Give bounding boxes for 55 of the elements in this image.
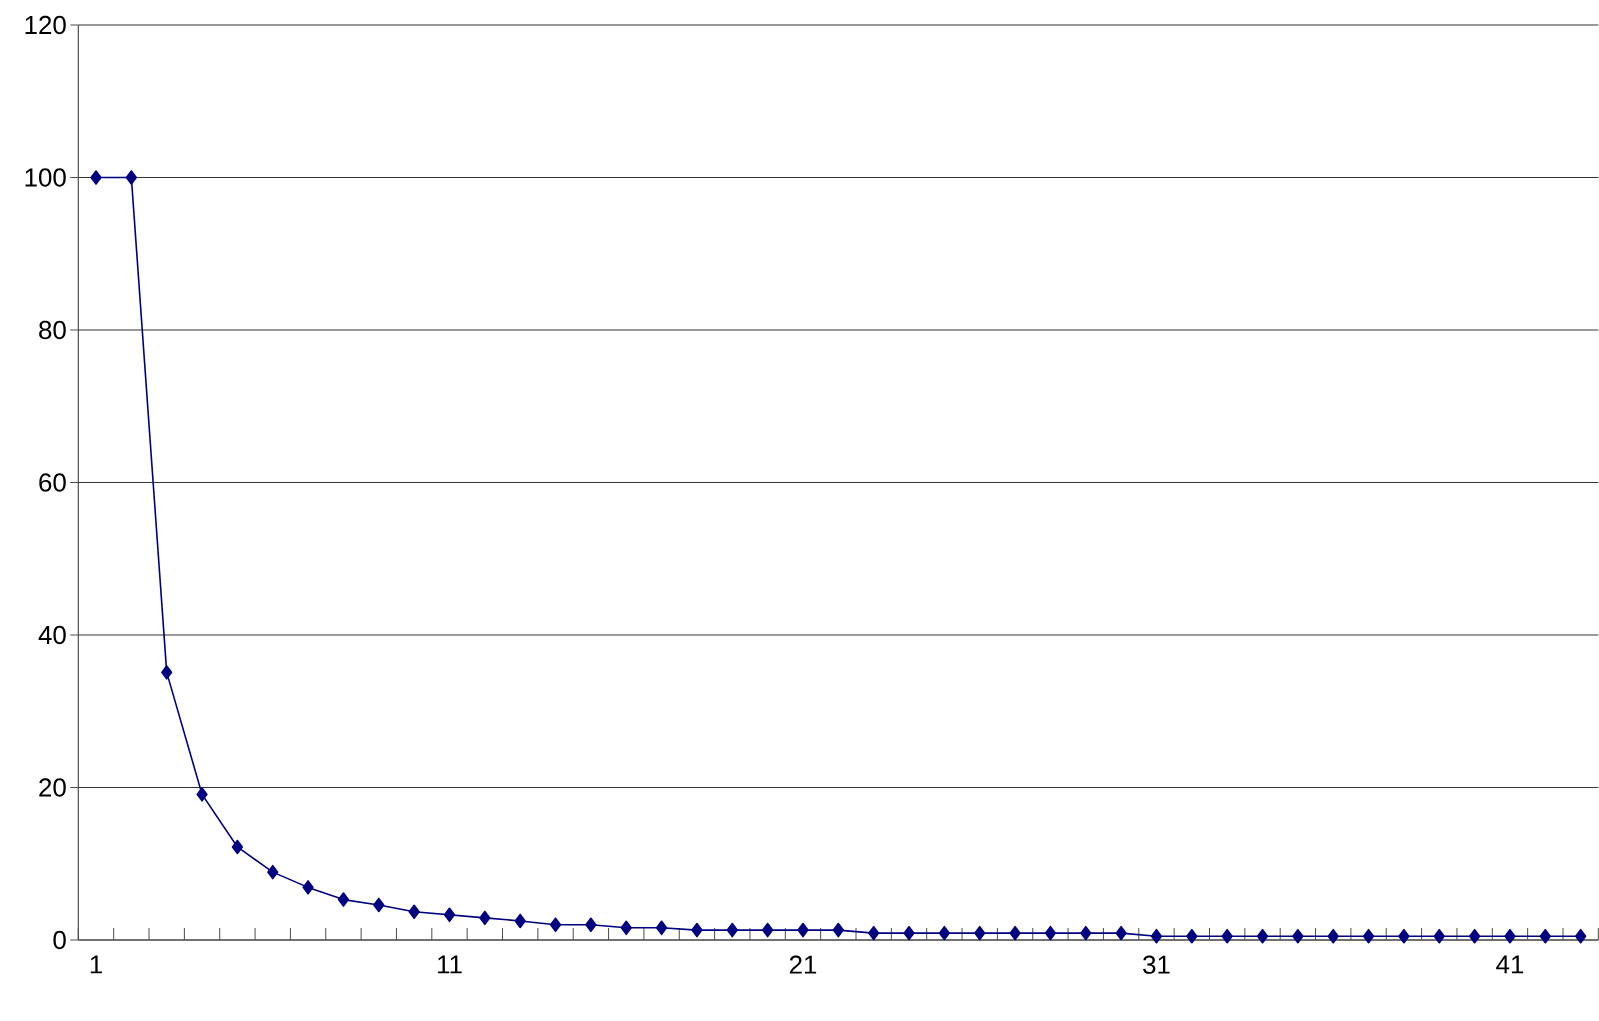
y-tick-label: 40 — [38, 625, 66, 645]
point — [1080, 925, 1092, 941]
point — [1504, 928, 1516, 944]
point — [1044, 925, 1057, 941]
point — [443, 907, 456, 923]
y-tick-label: 0 — [53, 930, 66, 950]
point — [938, 925, 951, 941]
y-tick-label: 80 — [39, 320, 66, 340]
point — [974, 925, 986, 941]
point — [620, 920, 632, 936]
point — [408, 904, 420, 920]
point — [302, 880, 314, 895]
point — [1539, 928, 1551, 944]
point — [726, 922, 738, 938]
point — [1256, 928, 1269, 944]
point — [161, 665, 173, 680]
x-tick-label: 41 — [1496, 955, 1524, 974]
point — [761, 922, 774, 938]
point — [1574, 928, 1587, 944]
point — [479, 910, 491, 926]
point — [832, 922, 845, 938]
point — [337, 892, 350, 907]
point — [1433, 928, 1445, 944]
point — [1362, 928, 1375, 944]
x-tick-label: 21 — [789, 955, 817, 974]
point — [1221, 928, 1233, 944]
point — [903, 925, 915, 941]
point — [373, 897, 385, 913]
point — [196, 787, 208, 802]
point — [1468, 928, 1481, 944]
x-tick-label: 11 — [438, 955, 462, 974]
point — [1292, 928, 1304, 944]
y-tick-label: 60 — [39, 473, 66, 492]
point — [1327, 928, 1339, 944]
x-tick-label: 31 — [1143, 955, 1170, 974]
x-tick-label: 1 — [90, 955, 102, 974]
point — [1186, 928, 1198, 944]
point — [90, 170, 102, 185]
point — [691, 922, 703, 938]
point — [585, 917, 597, 933]
y-tick-label: 100 — [25, 168, 66, 187]
point — [655, 920, 668, 936]
point — [125, 170, 138, 185]
point — [231, 839, 244, 855]
point — [1150, 928, 1163, 944]
point — [797, 922, 809, 938]
point — [1009, 925, 1021, 941]
point — [549, 917, 562, 933]
point — [1398, 928, 1410, 944]
y-tick-label: 20 — [39, 778, 66, 797]
point — [514, 913, 526, 929]
point — [267, 864, 279, 880]
point — [868, 925, 880, 941]
point — [1115, 925, 1127, 941]
y-tick-label: 120 — [25, 15, 66, 35]
